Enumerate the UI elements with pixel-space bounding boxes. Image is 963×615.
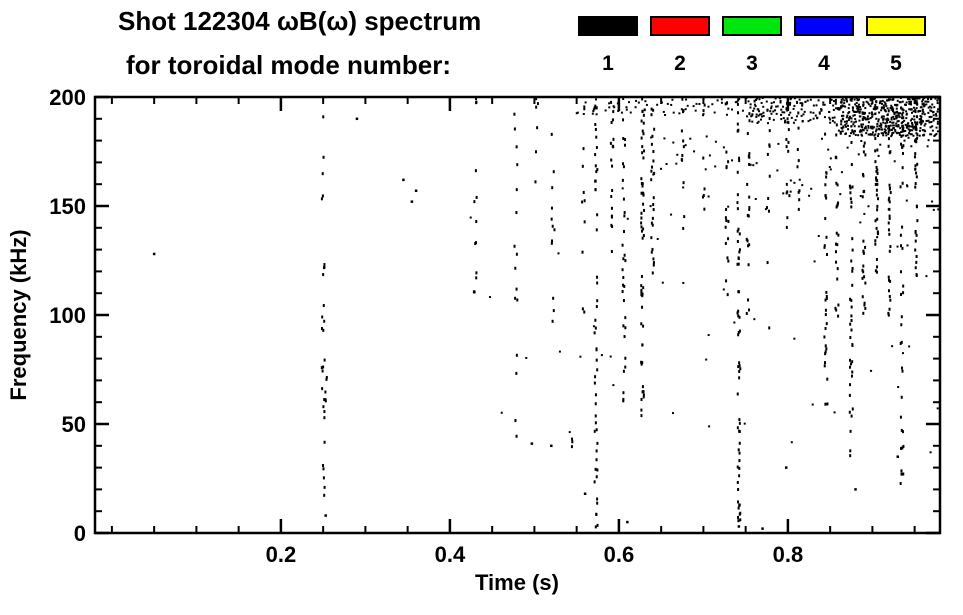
legend-swatch-2 xyxy=(650,16,710,36)
y-tick-label-150: 150 xyxy=(49,194,86,219)
axes: 0.2 0.4 0.6 0.8 0 50 100 150 200 xyxy=(49,85,942,567)
x-tick-label-0.2: 0.2 xyxy=(266,542,297,567)
x-tick-label-0.4: 0.4 xyxy=(435,542,466,567)
y-tick-label-100: 100 xyxy=(49,303,86,328)
legend-label-1: 1 xyxy=(602,52,614,75)
legend-label-2: 2 xyxy=(674,52,686,75)
y-axis-label: Frequency (kHz) xyxy=(6,229,31,400)
legend-swatch-5 xyxy=(866,16,926,36)
chart-title: Shot 122304 ωB(ω) spectrum xyxy=(118,6,482,36)
legend-label-5: 5 xyxy=(890,52,902,75)
x-axis-label: Time (s) xyxy=(475,570,559,595)
plot-frame xyxy=(93,95,942,535)
legend-swatch-3 xyxy=(722,16,782,36)
y-tick-label-50: 50 xyxy=(62,412,86,437)
x-tick-label-0.8: 0.8 xyxy=(773,542,804,567)
y-tick-label-0: 0 xyxy=(74,521,86,546)
data-points xyxy=(152,97,940,530)
legend-swatches xyxy=(578,16,926,36)
legend-labels: 1 2 3 4 5 xyxy=(578,52,926,76)
legend-label-4: 4 xyxy=(818,52,830,75)
legend-swatch-1 xyxy=(578,16,638,36)
chart-subtitle: for toroidal mode number: xyxy=(126,50,451,80)
legend-swatch-4 xyxy=(794,16,854,36)
legend-label-3: 3 xyxy=(746,52,758,75)
x-tick-label-0.6: 0.6 xyxy=(604,542,635,567)
y-tick-label-200: 200 xyxy=(49,85,86,110)
